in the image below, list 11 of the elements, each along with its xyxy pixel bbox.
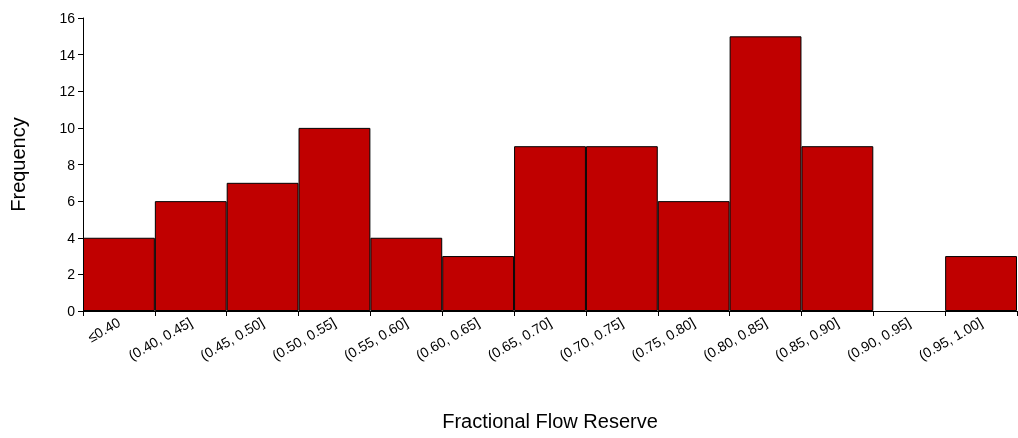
y-tick-label: 4 — [67, 229, 76, 246]
y-tick-label: 16 — [59, 10, 76, 26]
y-axis-title: Frequency — [7, 117, 29, 212]
y-tick-label: 0 — [67, 303, 76, 319]
y-tick-label: 8 — [67, 156, 76, 173]
y-tick-label: 6 — [67, 193, 76, 210]
y-tick-label: 14 — [59, 46, 76, 63]
y-tick-label: 2 — [67, 266, 76, 283]
y-tick-label: 12 — [59, 83, 76, 100]
x-axis-title: Fractional Flow Reserve — [442, 410, 658, 432]
y-tick-label: 10 — [59, 119, 76, 136]
